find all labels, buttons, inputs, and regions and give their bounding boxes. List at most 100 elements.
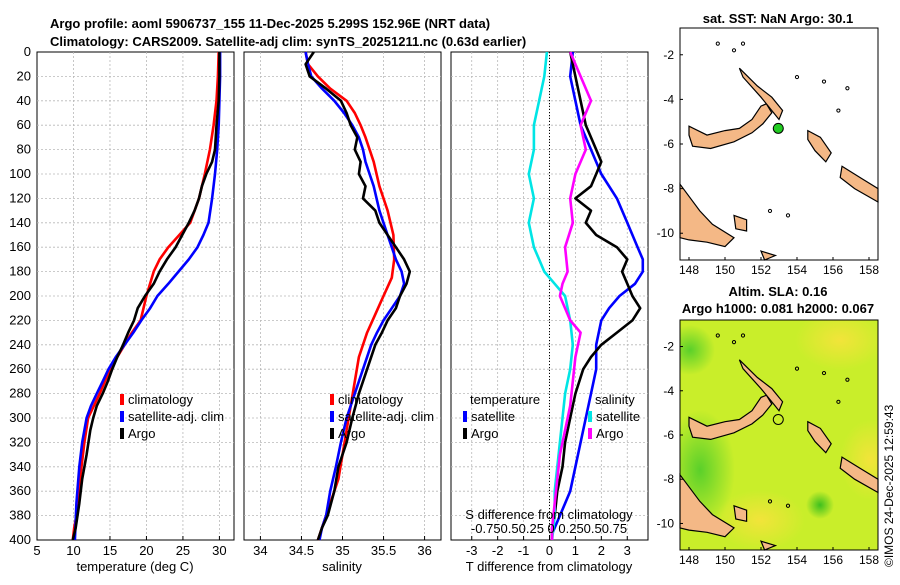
sla-map-title: Altim. SLA: 0.16 <box>729 284 828 299</box>
legend-swatch-temp-satellite <box>463 411 467 422</box>
depth-tick-label: 300 <box>9 410 31 425</box>
depth-tick-label: 20 <box>17 68 31 83</box>
small-island <box>740 41 746 46</box>
series-line-climatology <box>304 51 396 541</box>
legend-swatch-climatology <box>120 394 124 405</box>
header-line-2: Climatology: CARS2009. Satellite-adj cli… <box>50 34 526 49</box>
small-island <box>836 399 841 404</box>
x-tick-label: 36 <box>417 543 431 558</box>
x-tick-label: 2 <box>598 543 605 558</box>
map-x-tick-label: 150 <box>715 263 735 277</box>
legend-label-climatology: climatology <box>338 392 404 407</box>
sla-patch <box>715 490 805 550</box>
sst-map-title: sat. SST: NaN Argo: 30.1 <box>703 11 854 26</box>
map-y-tick-label: -6 <box>663 137 674 151</box>
x-tick-label: 1 <box>572 543 579 558</box>
landmass <box>738 67 784 121</box>
map-x-tick-label: 152 <box>751 263 771 277</box>
legend-title-salinity: salinity <box>595 392 635 407</box>
x-tick-label: 0 <box>546 543 553 558</box>
depth-tick-label: 400 <box>9 532 31 547</box>
map-y-tick-label: -10 <box>657 226 675 240</box>
map-x-tick-label: 148 <box>679 553 699 567</box>
sst-map-coastlines <box>679 41 879 261</box>
legend-label-argo: Argo <box>128 426 155 441</box>
sla-map-subtitle: Argo h1000: 0.081 h2000: 0.067 <box>682 301 874 316</box>
map-x-tick-label: 154 <box>787 263 807 277</box>
legend-swatch-sal-satellite <box>588 411 592 422</box>
x-tick-label: 20 <box>139 543 153 558</box>
map-y-tick-label: -4 <box>663 92 674 106</box>
map-y-tick-label: -2 <box>663 340 674 354</box>
small-island <box>740 333 746 338</box>
salinity-series <box>304 51 412 541</box>
small-island <box>785 213 791 218</box>
salinity-grid <box>244 52 441 540</box>
sla-map-tick-labels: 148 150 152 154 156 158 -2 -4 -6 -8 -10 <box>657 340 880 567</box>
small-island <box>821 370 827 376</box>
map-x-tick-label: 150 <box>715 553 735 567</box>
depth-tick-label: 200 <box>9 288 31 303</box>
depth-tick-label: 140 <box>9 215 31 230</box>
legend-swatch-argo <box>330 428 334 439</box>
depth-tick-label: 40 <box>17 93 31 108</box>
landmass <box>807 129 832 163</box>
salinity-profile-panel: 34 34.5 35 35.5 36 salinity climatology sate… <box>243 51 442 574</box>
small-island <box>715 41 720 46</box>
argo-position-marker <box>772 122 784 134</box>
depth-tick-label: 240 <box>9 337 31 352</box>
map-x-tick-label: 154 <box>787 553 807 567</box>
small-island <box>767 499 773 504</box>
difference-tick-labels: -3 -2 -1 0 1 2 3 <box>466 543 631 558</box>
map-x-tick-label: 148 <box>679 263 699 277</box>
depth-tick-label: 0 <box>24 44 31 59</box>
legend-label-temp-satellite: satellite <box>471 409 515 424</box>
imos-watermark: ©IMOS 24-Dec-2025 12:59:43 <box>882 404 896 567</box>
sla-patch <box>680 325 715 375</box>
landmass <box>759 540 778 551</box>
x-tick-label: 30 <box>212 543 226 558</box>
sla-map-coastlines <box>679 333 879 551</box>
x-tick-label: 5 <box>33 543 40 558</box>
depth-tick-label: 60 <box>17 117 31 132</box>
x-tick-label: 34 <box>253 543 267 558</box>
map-y-tick-label: -6 <box>663 428 674 442</box>
x-tick-label: -2 <box>492 543 504 558</box>
depth-tick-labels: 0 20 40 60 80 100 120 140 160 180 200 220 240 260 280 3… <box>9 44 31 547</box>
temperature-series <box>71 51 222 541</box>
legend-swatch-sal-argo <box>588 428 592 439</box>
series-line-temperature-satellite <box>550 51 645 540</box>
landmass <box>688 394 773 441</box>
small-island <box>767 208 773 214</box>
sla-patch <box>795 320 878 370</box>
x-tick-label: -1 <box>518 543 530 558</box>
map-y-tick-label: -8 <box>663 182 674 196</box>
legend-swatch-climatology <box>330 394 334 405</box>
landmass <box>807 420 832 454</box>
landmass <box>759 250 778 261</box>
depth-tick-label: 160 <box>9 239 31 254</box>
salinity-xlabel: salinity <box>322 559 362 574</box>
map-y-tick-label: -4 <box>663 384 674 398</box>
salinity-legend: climatology satellite-adj. clim Argo <box>330 392 434 441</box>
small-island <box>794 74 800 80</box>
argo-position-marker <box>772 413 784 425</box>
salinity-difference-label: S difference from climatology <box>465 507 633 522</box>
depth-tick-label: 80 <box>17 142 31 157</box>
temperature-xlabel: temperature (deg C) <box>76 559 193 574</box>
legend-label-satellite: satellite-adj. clim <box>128 409 224 424</box>
map-x-tick-label: 156 <box>823 263 843 277</box>
series-line-salinity-satellite <box>527 51 575 541</box>
landmass <box>839 456 879 494</box>
difference-legend: temperature satellite Argo salinity sate… <box>463 392 640 441</box>
legend-title-temperature: temperature <box>470 392 540 407</box>
depth-tick-label: 120 <box>9 190 31 205</box>
sst-map-tick-labels: 148 150 152 154 156 158 -2 -4 -6 -8 -10 <box>657 48 880 277</box>
map-x-tick-label: 156 <box>823 553 843 567</box>
small-island <box>821 79 827 84</box>
x-tick-label: 25 <box>176 543 190 558</box>
sla-field-patches <box>680 320 878 550</box>
x-tick-label: 10 <box>66 543 80 558</box>
small-island <box>731 340 737 345</box>
landmass <box>679 182 735 248</box>
